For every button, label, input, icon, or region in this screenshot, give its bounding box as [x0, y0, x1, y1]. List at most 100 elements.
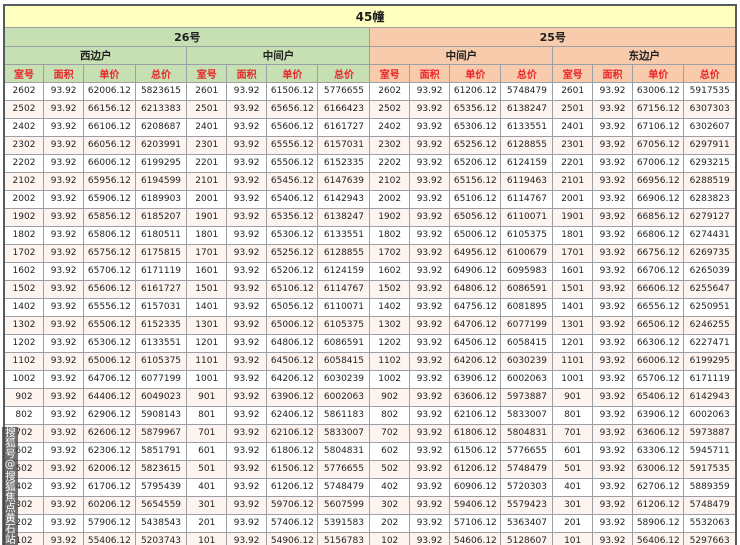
table-row: 2002 93.92 65906.12 6189903 2001 93.92 65406.1…: [3, 189, 737, 209]
cell: 93.92: [408, 225, 451, 245]
cell: 93.92: [43, 117, 85, 137]
cell: 61806.12: [449, 423, 502, 443]
column-header: 室号: [552, 63, 593, 83]
table-row: 1502 93.92 65606.12 6161727 1501 93.92 65106.1…: [3, 279, 737, 299]
cell: 62706.12: [632, 477, 685, 497]
cell: 93.92: [225, 225, 268, 245]
building-header-26: 26号: [3, 26, 371, 47]
cell: 5363407: [500, 513, 554, 533]
cell: 502: [369, 459, 410, 479]
cell: 93.92: [43, 423, 85, 443]
cell: 6297911: [683, 135, 737, 155]
cell: 62106.12: [449, 405, 502, 425]
cell: 93.92: [591, 117, 634, 137]
cell: 6279127: [683, 207, 737, 227]
column-header: 面积: [43, 63, 85, 83]
cell: 6077199: [500, 315, 554, 335]
cell: 65256.12: [449, 135, 502, 155]
cell: 6110071: [500, 207, 554, 227]
column-header: 室号: [369, 63, 410, 83]
cell: 62406.12: [266, 405, 319, 425]
cell: 902: [3, 387, 45, 407]
table-row: 2202 93.92 66006.12 6199295 2201 93.92 65506.1…: [3, 153, 737, 173]
cell: 93.92: [591, 459, 634, 479]
cell: 2202: [369, 153, 410, 173]
unit-header-east: 东边户: [552, 45, 737, 65]
table-row: 1102 93.92 65006.12 6105375 1101 93.92 64506.1…: [3, 351, 737, 371]
cell: 64906.12: [449, 261, 502, 281]
cell: 6250951: [683, 297, 737, 317]
cell: 1902: [369, 207, 410, 227]
cell: 801: [552, 405, 593, 425]
cell: 2301: [552, 135, 593, 155]
cell: 2201: [552, 153, 593, 173]
cell: 93.92: [408, 387, 451, 407]
table-row: 302 93.92 60206.12 5654559 301 93.92 59706.12 5…: [3, 495, 737, 515]
cell: 93.92: [591, 441, 634, 461]
cell: 6119463: [500, 171, 554, 191]
cell: 62106.12: [266, 423, 319, 443]
cell: 2401: [186, 117, 227, 137]
column-header: 总价: [134, 63, 188, 83]
cell: 5823615: [134, 459, 188, 479]
building-header-25: 25号: [369, 26, 737, 47]
cell: 6133551: [317, 225, 371, 245]
table-row: 202 93.92 57906.12 5438543 201 93.92 57406.12 5…: [3, 513, 737, 533]
cell: 93.92: [591, 135, 634, 155]
cell: 93.92: [591, 279, 634, 299]
cell: 65356.12: [449, 99, 502, 119]
cell: 6138247: [500, 99, 554, 119]
cell: 64206.12: [449, 351, 502, 371]
cell: 59406.12: [449, 495, 502, 515]
cell: 93.92: [225, 513, 268, 533]
cell: 6114767: [317, 279, 371, 299]
cell: 93.92: [591, 189, 634, 209]
cell: 2102: [369, 171, 410, 191]
cell: 64806.12: [266, 333, 319, 353]
cell: 6274431: [683, 225, 737, 245]
cell: 61506.12: [449, 441, 502, 461]
cell: 93.92: [408, 117, 451, 137]
cell: 201: [186, 513, 227, 533]
cell: 66606.12: [632, 279, 685, 299]
cell: 64706.12: [83, 369, 136, 389]
cell: 2101: [552, 171, 593, 191]
cell: 1802: [369, 225, 410, 245]
cell: 65506.12: [266, 153, 319, 173]
cell: 5795439: [134, 477, 188, 497]
cell: 5804831: [317, 441, 371, 461]
cell: 1102: [3, 351, 45, 371]
cell: 5203743: [134, 531, 188, 545]
cell: 1601: [186, 261, 227, 281]
cell: 6227471: [683, 333, 737, 353]
cell: 93.92: [408, 477, 451, 497]
cell: 57906.12: [83, 513, 136, 533]
cell: 61506.12: [266, 459, 319, 479]
cell: 5908143: [134, 405, 188, 425]
cell: 5776655: [317, 459, 371, 479]
cell: 5879967: [134, 423, 188, 443]
cell: 6030239: [500, 351, 554, 371]
cell: 93.92: [408, 315, 451, 335]
cell: 93.92: [43, 495, 85, 515]
cell: 1701: [552, 243, 593, 263]
cell: 67006.12: [632, 153, 685, 173]
cell: 93.92: [43, 225, 85, 245]
cell: 6086591: [317, 333, 371, 353]
cell: 61806.12: [266, 441, 319, 461]
table-row: 102 93.92 55406.12 5203743 101 93.92 54906.12 5…: [3, 531, 737, 545]
cell: 66806.12: [632, 225, 685, 245]
cell: 5861183: [317, 405, 371, 425]
cell: 202: [369, 513, 410, 533]
cell: 93.92: [225, 351, 268, 371]
cell: 93.92: [408, 243, 451, 263]
cell: 93.92: [225, 81, 268, 101]
cell: 2402: [3, 117, 45, 137]
cell: 62606.12: [83, 423, 136, 443]
cell: 6100679: [500, 243, 554, 263]
cell: 6133551: [500, 117, 554, 137]
cell: 6002063: [500, 369, 554, 389]
cell: 6161727: [317, 117, 371, 137]
cell: 5438543: [134, 513, 188, 533]
cell: 5776655: [500, 441, 554, 461]
